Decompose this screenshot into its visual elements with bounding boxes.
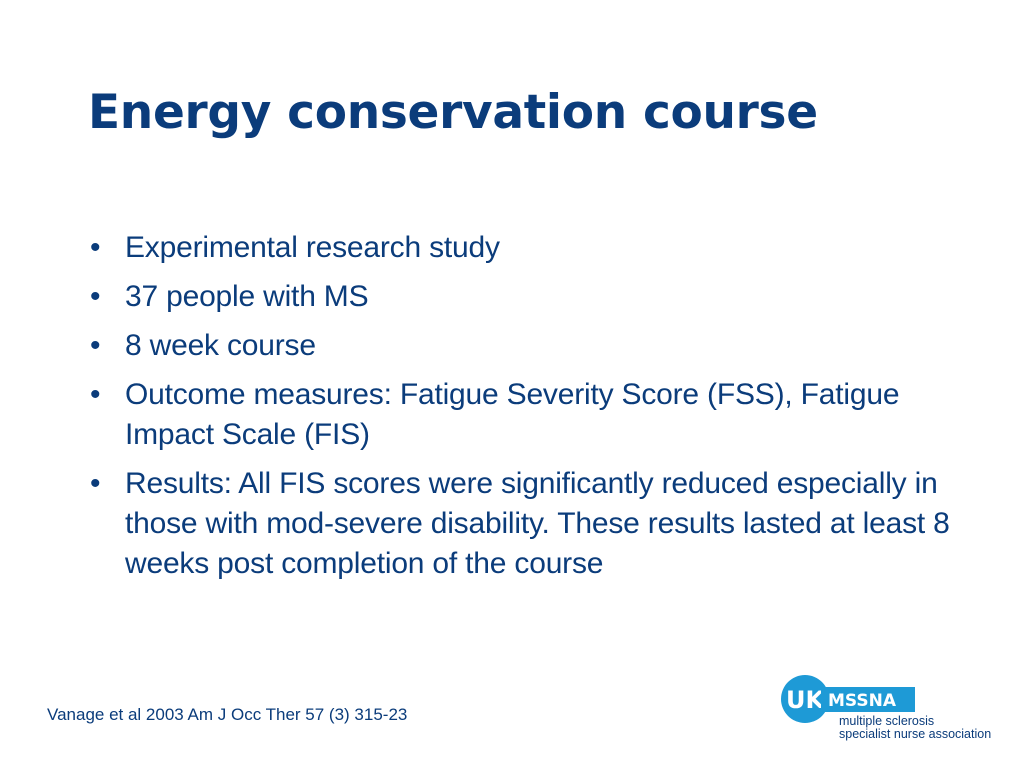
- bullet-dot: •: [90, 231, 101, 264]
- bullet-list: • Experimental research study • 37 peopl…: [84, 228, 964, 593]
- bullet-dot: •: [90, 467, 101, 500]
- logo-badge-text: UK: [786, 686, 825, 714]
- bullet-text: 8 week course: [125, 329, 316, 362]
- logo-line1: multiple sclerosis: [839, 714, 934, 728]
- bullet-text: Experimental research study: [125, 231, 500, 264]
- bullet-item: • 8 week course: [84, 326, 964, 366]
- bullet-item: • Results: All FIS scores were significa…: [84, 464, 964, 584]
- citation: Vanage et al 2003 Am J Occ Ther 57 (3) 3…: [47, 705, 408, 724]
- bullet-dot: •: [90, 378, 101, 411]
- bullet-item: • 37 people with MS: [84, 277, 964, 317]
- mssna-logo: UK MSSNA multiple sclerosis specialist n…: [781, 675, 991, 741]
- bullet-dot: •: [90, 280, 101, 313]
- bullet-text: 37 people with MS: [125, 280, 369, 313]
- logo-acronym-box: [821, 687, 915, 712]
- bullet-item: • Experimental research study: [84, 228, 964, 268]
- bullet-item: • Outcome measures: Fatigue Severity Sco…: [84, 375, 964, 455]
- bullet-text: Outcome measures: Fatigue Severity Score…: [125, 378, 900, 451]
- logo-circle: [781, 675, 829, 723]
- slide-title: Energy conservation course: [88, 85, 818, 140]
- bullet-text: Results: All FIS scores were significant…: [125, 467, 950, 580]
- logo-acronym: MSSNA: [828, 691, 897, 711]
- bullet-dot: •: [90, 329, 101, 362]
- logo-line2: specialist nurse association: [839, 727, 991, 741]
